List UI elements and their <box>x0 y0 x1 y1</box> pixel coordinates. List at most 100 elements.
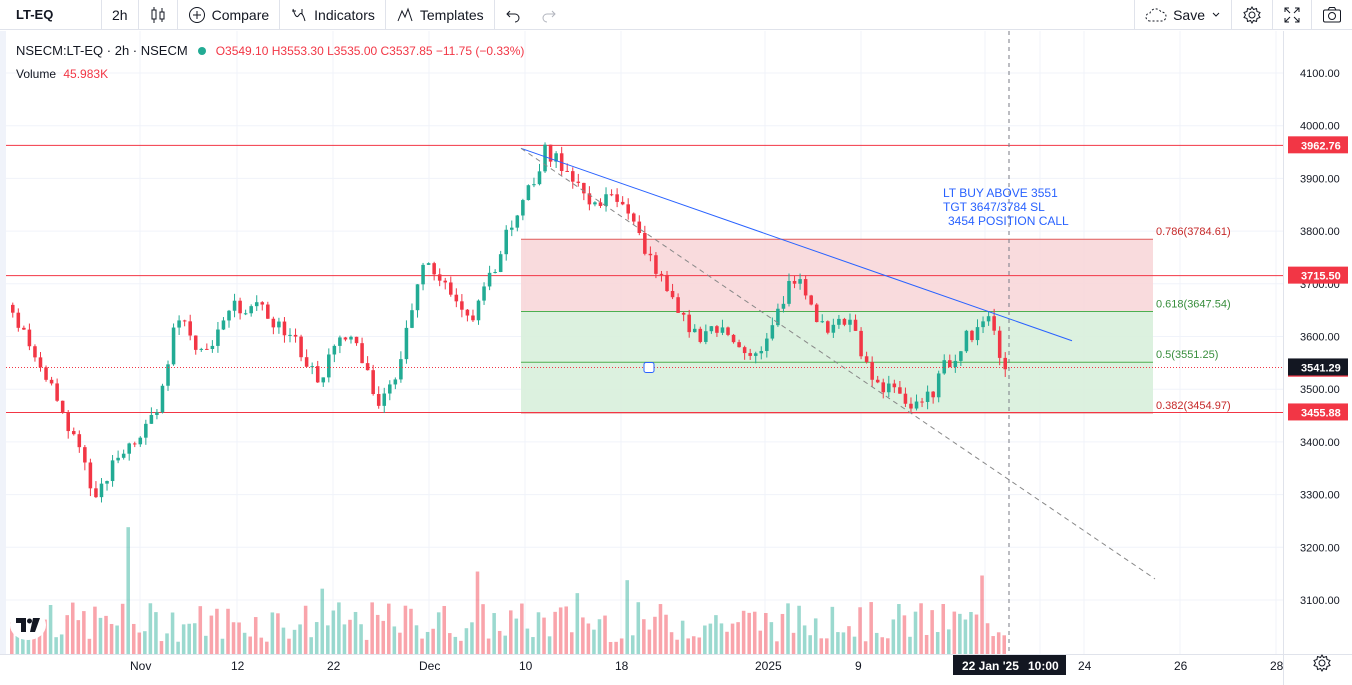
candle-body <box>565 170 569 172</box>
candle-body <box>482 286 486 301</box>
y-tick-label: 3800.00 <box>1300 226 1340 238</box>
compare-button[interactable]: Compare <box>178 0 281 30</box>
tradingview-logo[interactable] <box>10 610 46 640</box>
volume-bar <box>503 635 507 654</box>
volume-bar <box>442 605 447 654</box>
candle-body <box>587 193 592 205</box>
volume-bar <box>375 614 380 654</box>
volume-bar <box>597 619 602 654</box>
fullscreen-icon <box>1284 7 1300 22</box>
candle-body <box>171 327 176 365</box>
x-tick-label: 2025 <box>755 659 782 673</box>
volume-bar <box>15 632 20 654</box>
candle-body <box>310 366 314 368</box>
candle-body <box>554 153 558 162</box>
volume-bar <box>126 527 130 654</box>
candle-body <box>776 308 780 326</box>
fullscreen-button[interactable] <box>1272 0 1311 30</box>
gear-icon <box>1313 654 1331 672</box>
candle-body <box>543 144 547 172</box>
volume-bar <box>891 619 896 654</box>
volume-bar <box>775 641 779 654</box>
volume-bar <box>886 638 890 654</box>
chart-type-button[interactable] <box>139 0 178 30</box>
candle-body <box>371 370 375 395</box>
candle-body <box>421 264 425 285</box>
templates-button[interactable]: Templates <box>386 0 495 30</box>
volume-bar <box>980 575 984 654</box>
volume-bar <box>436 612 441 654</box>
volume-bar <box>148 603 153 654</box>
scale-settings-button[interactable] <box>1312 653 1336 673</box>
candle-body <box>343 337 348 340</box>
snapshot-button[interactable] <box>1311 0 1352 30</box>
candle-body <box>720 327 725 333</box>
candle-body <box>16 312 21 328</box>
candle-body <box>232 300 237 311</box>
volume-bar <box>592 629 596 654</box>
redo-button[interactable] <box>531 0 567 30</box>
save-button[interactable]: Save <box>1134 0 1231 30</box>
volume-bar <box>109 623 114 654</box>
cloud-icon <box>1145 7 1167 21</box>
volume-bar <box>996 632 1001 654</box>
volume-bar <box>547 636 552 654</box>
candle-body <box>515 215 520 228</box>
candle-body <box>415 284 420 311</box>
candle-body <box>526 185 531 201</box>
volume-bar <box>919 603 923 654</box>
candle-body <box>598 202 603 206</box>
candle-body <box>282 321 287 336</box>
volume-bar <box>825 638 829 654</box>
candle-body <box>410 310 414 328</box>
volume-bar <box>220 638 225 654</box>
undo-button[interactable] <box>495 0 531 30</box>
candle-body <box>521 200 525 216</box>
settings-button[interactable] <box>1231 0 1272 30</box>
volume-bar <box>813 618 818 654</box>
candle-body <box>38 357 43 368</box>
compare-label: Compare <box>211 6 270 23</box>
volume-bar <box>586 623 591 654</box>
candle-body <box>637 221 642 234</box>
templates-label: Templates <box>419 6 484 23</box>
volume-bar <box>603 615 607 654</box>
volume-bar <box>486 638 491 654</box>
volume-bar <box>509 610 513 654</box>
volume-bar <box>215 608 219 654</box>
candle-body <box>393 379 398 385</box>
volume-bar <box>176 641 180 654</box>
volume-bar <box>758 630 763 654</box>
volume-bar <box>564 606 568 654</box>
candle-body <box>471 315 475 321</box>
candle-body <box>260 302 265 305</box>
interval-button[interactable]: 2h <box>102 0 139 30</box>
volume-bar <box>253 617 258 654</box>
candle-body <box>892 383 897 388</box>
volume-bar <box>59 634 64 654</box>
candle-body <box>942 360 947 374</box>
volume-bar <box>65 615 69 654</box>
candle-body <box>205 348 209 350</box>
volume-bar <box>320 588 325 654</box>
volume-bar <box>691 636 696 654</box>
x-tick-label: 9 <box>855 659 862 673</box>
indicators-label: Indicators <box>314 6 375 23</box>
symbol-search-button[interactable]: LT-EQ <box>0 0 102 30</box>
volume-bar <box>653 616 657 654</box>
price-axis-label-bg <box>1288 358 1348 376</box>
redo-icon <box>542 10 556 22</box>
candle-body <box>338 337 342 346</box>
price-chart[interactable]: 0.786(3784.61) 0.618(3647.54) 0.5(3551.25)… <box>0 31 1352 685</box>
candle-body <box>299 336 303 358</box>
volume-bar <box>364 639 369 654</box>
annotation-text: TGT 3647/3784 SL <box>943 200 1045 214</box>
candle-body <box>365 363 370 371</box>
candle-body <box>138 437 143 445</box>
candle-body <box>304 357 309 367</box>
candle-body <box>654 255 658 274</box>
candle-body <box>77 434 82 448</box>
volume-bar <box>192 623 197 654</box>
indicators-button[interactable]: Indicators <box>280 0 386 30</box>
candle-body <box>193 335 198 350</box>
